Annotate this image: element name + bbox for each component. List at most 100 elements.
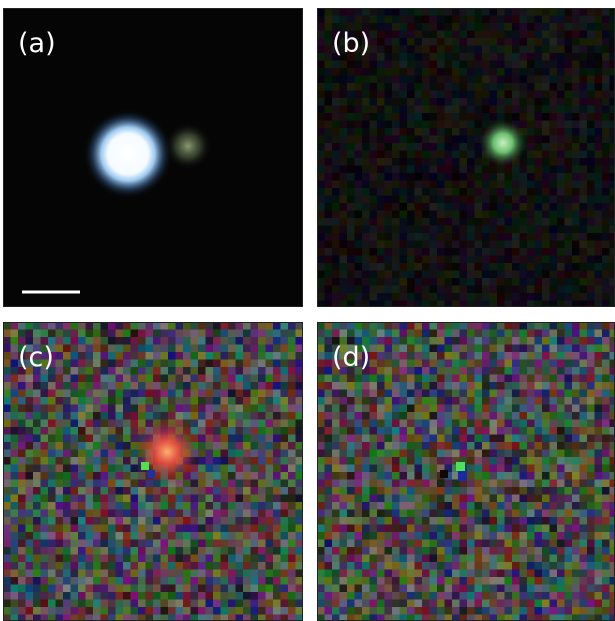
noise-pixel [220, 599, 229, 608]
noise-pixel [324, 143, 333, 151]
noise-pixel [384, 285, 393, 294]
noise-pixel [258, 472, 266, 480]
noise-pixel [392, 509, 400, 518]
noise-pixel [183, 374, 191, 383]
noise-pixel [489, 322, 498, 330]
noise-pixel [564, 23, 573, 31]
noise-pixel [258, 577, 266, 585]
noise-pixel [33, 449, 41, 458]
noise-pixel [384, 150, 393, 159]
noise-pixel [429, 344, 438, 353]
noise-pixel [489, 60, 498, 69]
noise-pixel [265, 614, 274, 621]
noise-pixel [422, 547, 430, 555]
noise-pixel [332, 158, 340, 166]
noise-pixel [429, 397, 438, 405]
noise-pixel [452, 120, 460, 129]
noise-pixel [317, 75, 325, 84]
noise-pixel [504, 427, 513, 435]
noise-pixel [183, 562, 191, 570]
noise-pixel [467, 322, 475, 330]
noise-pixel [25, 427, 34, 435]
noise-pixel [384, 584, 393, 593]
noise-pixel [48, 412, 56, 420]
noise-pixel [587, 15, 595, 24]
noise-pixel [384, 382, 393, 390]
noise-pixel [347, 248, 355, 256]
noise-pixel [265, 344, 274, 353]
noise-pixel [429, 90, 438, 99]
noise-pixel [512, 30, 520, 39]
noise-pixel [414, 240, 423, 249]
noise-pixel [25, 434, 34, 443]
noise-pixel [392, 240, 400, 249]
noise-pixel [452, 344, 460, 353]
noise-pixel [324, 225, 333, 234]
noise-pixel [183, 397, 191, 405]
noise-pixel [243, 397, 251, 405]
noise-pixel [587, 143, 595, 151]
noise-pixel [444, 562, 453, 570]
noise-pixel [332, 592, 340, 600]
noise-pixel [392, 479, 400, 488]
noise-pixel [429, 502, 438, 510]
noise-pixel [220, 547, 229, 555]
noise-pixel [324, 472, 333, 480]
noise-pixel [78, 382, 86, 390]
noise-pixel [78, 524, 86, 533]
noise-pixel [474, 30, 483, 39]
noise-pixel [467, 569, 475, 578]
noise-pixel [489, 15, 498, 24]
noise-pixel [474, 367, 483, 375]
noise-pixel [339, 293, 348, 301]
noise-pixel [557, 150, 565, 159]
noise-pixel [452, 502, 460, 510]
noise-pixel [332, 449, 340, 458]
noise-pixel [18, 577, 26, 585]
noise-pixel [280, 442, 289, 450]
noise-pixel [205, 569, 214, 578]
noise-pixel [444, 218, 453, 226]
noise-pixel [602, 524, 610, 533]
noise-pixel [228, 614, 236, 621]
noise-pixel [452, 225, 460, 234]
noise-pixel [527, 255, 535, 264]
noise-pixel [519, 210, 528, 219]
noise-pixel [579, 614, 588, 621]
noise-pixel [587, 554, 595, 563]
noise-pixel [482, 374, 490, 383]
noise-pixel [512, 502, 520, 510]
noise-pixel [339, 352, 348, 360]
noise-pixel [399, 374, 408, 383]
noise-pixel [444, 8, 453, 16]
noise-pixel [3, 359, 11, 368]
noise-pixel [422, 494, 430, 503]
noise-pixel [407, 449, 415, 458]
noise-pixel [512, 218, 520, 226]
noise-pixel [572, 329, 580, 338]
noise-pixel [3, 337, 11, 345]
noise-pixel [579, 38, 588, 46]
noise-pixel [228, 322, 236, 330]
panel-border [3, 8, 303, 307]
noise-pixel [594, 359, 603, 368]
noise-pixel [549, 547, 558, 555]
noise-pixel [572, 577, 580, 585]
noise-pixel [377, 412, 385, 420]
noise-pixel [399, 300, 408, 307]
noise-pixel [534, 502, 543, 510]
noise-pixel [48, 577, 56, 585]
noise-pixel [527, 8, 535, 16]
noise-pixel [482, 8, 490, 16]
noise-pixel [25, 569, 34, 578]
noise-pixel [497, 240, 505, 249]
noise-pixel [354, 98, 363, 106]
noise-pixel [459, 90, 468, 99]
noise-pixel [572, 293, 580, 301]
noise-pixel [70, 479, 79, 488]
noise-pixel [482, 113, 490, 121]
noise-pixel [587, 457, 595, 465]
noise-pixel [190, 419, 199, 428]
noise-pixel [33, 457, 41, 465]
noise-pixel [183, 554, 191, 563]
